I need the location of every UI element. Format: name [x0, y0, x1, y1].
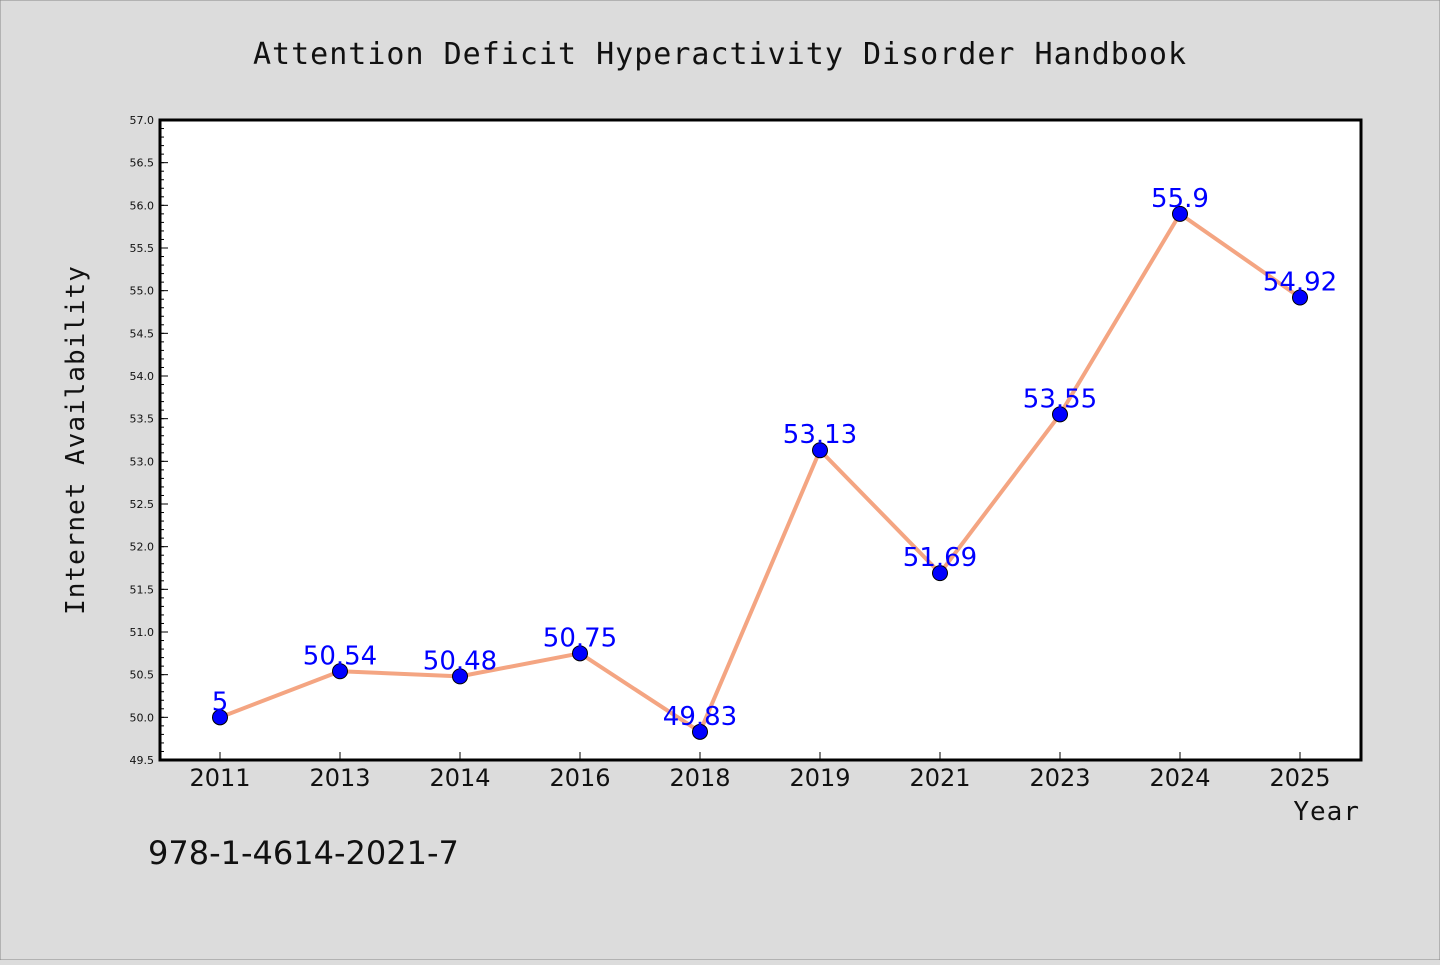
y-tick-label: 55.5: [130, 242, 155, 255]
y-tick-label: 55.0: [130, 285, 155, 298]
y-tick-label: 56.5: [130, 157, 155, 170]
y-tick-label: 53.0: [130, 455, 155, 468]
y-tick-label: 51.0: [130, 626, 155, 639]
data-point: [692, 723, 708, 740]
y-tick-label: 50.0: [130, 711, 155, 724]
x-tick-label: 2013: [309, 764, 370, 792]
data-label: 5: [212, 687, 229, 717]
data-label: 49.83: [663, 702, 737, 732]
chart-title: Attention Deficit Hyperactivity Disorder…: [253, 37, 1187, 72]
x-axis-label: Year: [1293, 797, 1360, 827]
data-label: 50.75: [543, 623, 617, 653]
data-series: 5 50.54 50.48 50.75 49.83 53.13 51.69 53.55 55.9…: [212, 184, 1337, 740]
y-tick-label: 52.5: [130, 498, 155, 511]
x-tick-label: 2021: [909, 764, 970, 792]
isbn-caption: 978-1-4614-2021-7: [148, 834, 459, 872]
y-axis: 49.5 50.0 50.5 51.0 51.5 52.0 52.5 53.0 53.5 54.0…: [130, 114, 168, 767]
y-tick-label: 56.0: [130, 199, 155, 212]
y-tick-label: 54.0: [130, 370, 155, 383]
data-point: [452, 668, 468, 685]
plot-area: [158, 118, 1363, 762]
data-label: 51.69: [903, 543, 977, 573]
data-label: 53.13: [783, 420, 857, 450]
x-tick-label: 2018: [669, 764, 730, 792]
y-tick-label: 54.5: [130, 327, 155, 340]
x-tick-label: 2011: [189, 764, 250, 792]
data-point: [932, 565, 948, 582]
y-axis-label: Internet Availability: [61, 265, 91, 615]
data-label: 55.9: [1151, 184, 1209, 214]
series-line: [219, 211, 1302, 734]
x-tick-label: 2024: [1149, 764, 1210, 792]
data-point: [1172, 205, 1188, 222]
y-tick-label: 50.5: [130, 669, 155, 682]
data-point: [1292, 289, 1308, 306]
y-tick-label: 57.0: [130, 114, 155, 127]
data-point: [1052, 406, 1068, 423]
y-tick-label: 51.5: [130, 583, 155, 596]
data-point: [572, 645, 588, 662]
y-tick-label: 49.5: [130, 754, 155, 767]
data-label: 50.48: [423, 646, 497, 676]
data-label: 50.54: [303, 641, 377, 671]
x-tick-label: 2023: [1029, 764, 1090, 792]
x-tick-label: 2016: [549, 764, 610, 792]
data-label: 54.92: [1263, 267, 1337, 297]
x-tick-label: 2019: [789, 764, 850, 792]
data-point: [812, 442, 828, 459]
data-point: [332, 663, 348, 680]
x-tick-label: 2025: [1269, 764, 1330, 792]
data-label: 53.55: [1023, 384, 1097, 414]
x-axis: 2011 2013 2014 2016 2018 2019 2021 2023 2024 2025: [189, 752, 1331, 792]
data-point: [212, 709, 228, 726]
y-tick-label: 53.5: [130, 413, 155, 426]
x-tick-label: 2014: [429, 764, 490, 792]
y-tick-label: 52.0: [130, 541, 155, 554]
